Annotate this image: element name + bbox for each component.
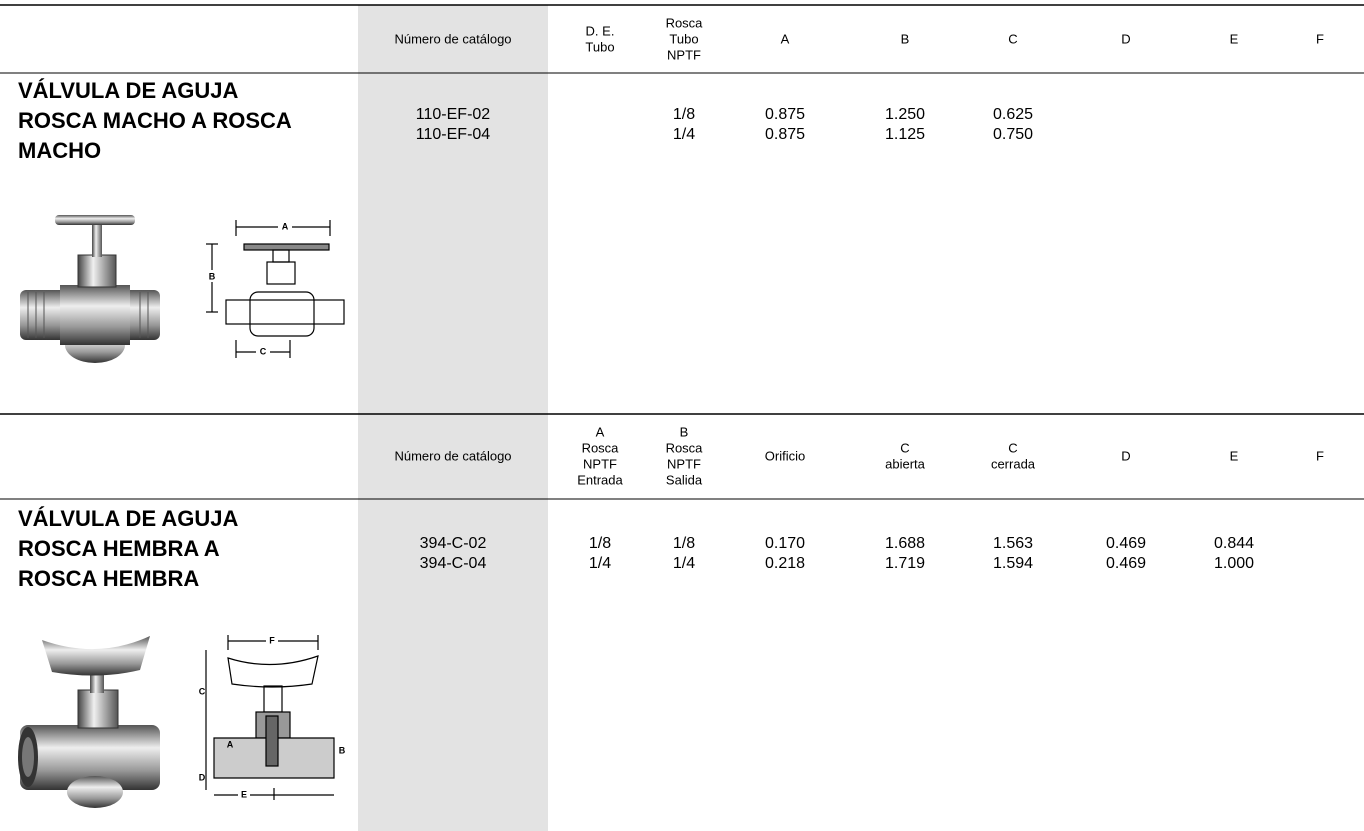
table-cell: 1/4 [589,555,611,572]
diagram-label: A [282,221,289,231]
product-title: MACHO [18,138,101,163]
product-title: ROSCA HEMBRA A [18,536,220,561]
column-header: Salida [666,472,703,487]
column-header: Número de catálogo [394,31,511,46]
column-header: cerrada [991,456,1036,471]
table-cell: 1.688 [885,535,925,552]
product-title: VÁLVULA DE AGUJA [18,506,239,531]
table-cell: 0.750 [993,126,1033,143]
column-header: C [1008,31,1017,46]
table-cell: 394-C-02 [420,535,487,552]
column-header: D [1121,31,1130,46]
column-header: F [1316,31,1324,46]
valve-photo [20,215,160,363]
diagram-label: B [339,745,346,755]
table-cell: 110-EF-02 [416,106,491,123]
diagram-label: E [241,789,247,799]
column-header: Número de catálogo [394,448,511,463]
product-title: ROSCA HEMBRA [18,566,199,591]
column-header: Rosca [582,440,620,455]
diagram-label: B [209,271,216,281]
column-header: NPTF [583,456,617,471]
column-header: Rosca [666,15,704,30]
column-header: D [1121,448,1130,463]
column-header: NPTF [667,47,701,62]
diagram-label: A [227,739,234,749]
column-header: abierta [885,456,926,471]
table-cell: 0.875 [765,106,805,123]
column-header: A [781,31,790,46]
column-header: Tubo [585,39,614,54]
column-header: C [900,440,909,455]
valve-photo [18,636,160,808]
diagram-label: C [199,686,206,696]
table-cell: 0.170 [765,535,805,552]
table-cell: 1/8 [673,106,695,123]
column-header: Tubo [669,31,698,46]
diagram-label: F [269,635,275,645]
column-header: E [1230,448,1239,463]
product-title: VÁLVULA DE AGUJA [18,78,239,103]
column-header: F [1316,448,1324,463]
valve-diagram [205,635,335,800]
table-cell: 1.719 [885,555,925,572]
column-header: C [1008,440,1017,455]
table-cell: 0.469 [1106,555,1146,572]
table-cell: 1.000 [1214,555,1254,572]
table-cell: 1/4 [673,126,695,143]
highlight-column [358,5,548,831]
table-cell: 1/8 [673,535,695,552]
product-title: ROSCA MACHO A ROSCA [18,108,292,133]
column-header: Entrada [577,472,623,487]
table-cell: 1/8 [589,535,611,552]
table-cell: 1.125 [885,126,925,143]
table-cell: 1.594 [993,555,1033,572]
column-header: B [901,31,910,46]
column-header: D. E. [586,23,615,38]
diagram-label: D [199,772,206,782]
valve-diagram [206,220,345,358]
table-cell: 1.250 [885,106,925,123]
table-cell: 0.875 [765,126,805,143]
table-cell: 1/4 [673,555,695,572]
table-cell: 1.563 [993,535,1033,552]
column-header: B [680,424,689,439]
table-cell: 0.625 [993,106,1033,123]
table-cell: 394-C-04 [420,555,487,572]
table-cell: 0.844 [1214,535,1254,552]
table-cell: 0.218 [765,555,805,572]
column-header: Orificio [765,448,805,463]
table-cell: 0.469 [1106,535,1146,552]
column-header: E [1230,31,1239,46]
column-header: Rosca [666,440,704,455]
table-cell: 110-EF-04 [416,126,491,143]
diagram-label: C [260,346,267,356]
column-header: A [596,424,605,439]
column-header: NPTF [667,456,701,471]
